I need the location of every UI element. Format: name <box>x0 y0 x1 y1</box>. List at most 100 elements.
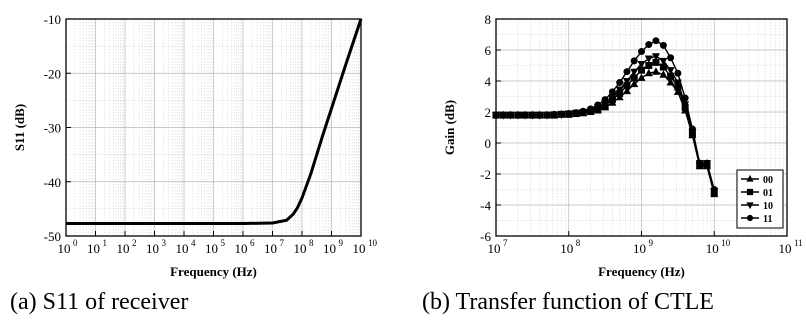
marker-circle <box>645 41 653 49</box>
x-tick-label-base: 10 <box>235 241 248 256</box>
marker-circle <box>506 111 514 119</box>
legend-item-00: 00 <box>741 174 773 186</box>
panel-b-caption: (b) Transfer function of CTLE <box>422 289 714 315</box>
marker-circle <box>710 186 718 193</box>
panel-b-y-axis-label: Gain (dB) <box>442 100 457 155</box>
panel-a-series <box>66 18 363 226</box>
marker-triangle-up <box>630 79 639 88</box>
marker-circle <box>616 79 624 87</box>
x-tick-label-base: 10 <box>779 241 792 256</box>
x-tick-label-exponent: 3 <box>162 238 167 248</box>
marker-triangle-down <box>644 55 653 64</box>
marker-circle <box>499 111 507 119</box>
panel-b-legend: 00 01 10 11 <box>736 169 784 229</box>
marker-circle <box>550 110 558 118</box>
marker-circle <box>594 101 602 109</box>
marker-circle <box>623 68 631 76</box>
x-tick-label-base: 10 <box>294 241 307 256</box>
y-tick-label: -6 <box>480 229 491 244</box>
x-tick-label-exponent: 7 <box>503 238 508 248</box>
marker-circle <box>746 214 754 222</box>
y-tick-label: -2 <box>480 167 491 182</box>
marker-circle <box>659 41 667 49</box>
panel-a-grid <box>65 18 362 237</box>
series-line <box>496 70 715 195</box>
marker-triangle-up <box>659 70 668 78</box>
x-tick-label-exponent: 9 <box>339 238 344 248</box>
marker-square <box>746 188 754 196</box>
marker-circle <box>565 110 573 118</box>
marker-triangle-down <box>622 78 631 86</box>
x-tick-label-base: 10 <box>706 241 719 256</box>
marker-circle <box>696 159 704 167</box>
x-tick-label-exponent: 10 <box>368 238 378 248</box>
panel-a-x-ticks: 10 0 10 1 10 2 10 3 10 4 10 5 10 6 10 7 10 8 10 9 10 10 <box>58 231 378 256</box>
legend-label: 10 <box>763 201 773 212</box>
panel-a-caption: (a) S11 of receiver <box>10 289 188 315</box>
panel-b-y-ticks: -6 -4 -2 0 2 4 6 8 <box>480 12 501 244</box>
y-tick-label: -40 <box>44 175 61 190</box>
marker-square <box>630 74 638 82</box>
marker-circle <box>638 48 645 56</box>
x-tick-label-exponent: 0 <box>73 238 78 248</box>
marker-triangle-down <box>637 60 646 69</box>
marker-square <box>623 82 631 90</box>
marker-circle <box>514 111 522 119</box>
panel-b-x-ticks: 10 7 10 8 10 9 10 10 10 11 <box>488 231 803 256</box>
marker-triangle-down <box>659 57 668 66</box>
y-tick-label: -4 <box>480 198 491 213</box>
marker-triangle-up <box>622 86 631 95</box>
marker-triangle-up <box>651 67 660 75</box>
legend-item-01: 01 <box>741 188 773 199</box>
marker-triangle-down <box>681 101 690 109</box>
marker-circle <box>521 111 529 119</box>
y-tick-label: 4 <box>485 74 492 89</box>
marker-circle <box>703 159 711 167</box>
marker-circle <box>674 69 682 77</box>
marker-circle <box>543 111 551 119</box>
panel-a-x-axis-label: Frequency (Hz) <box>170 264 257 279</box>
marker-square <box>674 83 682 91</box>
marker-circle <box>579 107 587 115</box>
x-tick-label-base: 10 <box>146 241 159 256</box>
marker-triangle-up <box>637 73 646 81</box>
panel-a-y-ticks: -50 -40 -30 -20 -10 <box>44 12 71 244</box>
x-tick-label-base: 10 <box>323 241 336 256</box>
y-tick-label: -10 <box>44 12 61 27</box>
marker-circle <box>681 94 689 102</box>
x-tick-label-exponent: 9 <box>649 238 654 248</box>
panel-a: 10 0 10 1 10 2 10 3 10 4 10 5 10 6 10 7 10 8 10 9 10 10 -50-4… <box>10 12 378 315</box>
series-line <box>496 55 715 192</box>
legend-item-11: 11 <box>741 214 772 225</box>
x-tick-label-base: 10 <box>117 241 130 256</box>
panel-a-y-axis-label: S11 (dB) <box>12 104 27 151</box>
marker-triangle-down <box>615 86 624 95</box>
x-tick-label-base: 10 <box>176 241 189 256</box>
legend-item-10: 10 <box>741 201 773 212</box>
marker-circle <box>652 37 660 45</box>
marker-square <box>667 72 675 80</box>
marker-triangle-down <box>630 68 639 77</box>
marker-circle <box>572 109 580 117</box>
marker-square <box>659 63 667 71</box>
x-tick-label-base: 10 <box>264 241 277 256</box>
marker-square <box>645 62 653 69</box>
x-tick-label-base: 10 <box>488 241 501 256</box>
panel-b-series <box>492 37 719 198</box>
marker-triangle-up <box>666 78 675 86</box>
marker-triangle-down <box>608 94 617 102</box>
marker-circle <box>630 57 638 65</box>
marker-square <box>652 58 660 66</box>
x-tick-label-exponent: 4 <box>191 238 196 248</box>
marker-circle <box>557 110 565 118</box>
x-tick-label-exponent: 11 <box>794 238 803 248</box>
marker-circle <box>601 96 609 104</box>
y-tick-label: -30 <box>44 121 61 136</box>
marker-circle <box>608 88 616 96</box>
marker-triangle-up <box>746 174 754 182</box>
marker-square <box>638 66 645 74</box>
marker-circle <box>587 105 595 113</box>
x-tick-label-exponent: 1 <box>103 238 108 248</box>
